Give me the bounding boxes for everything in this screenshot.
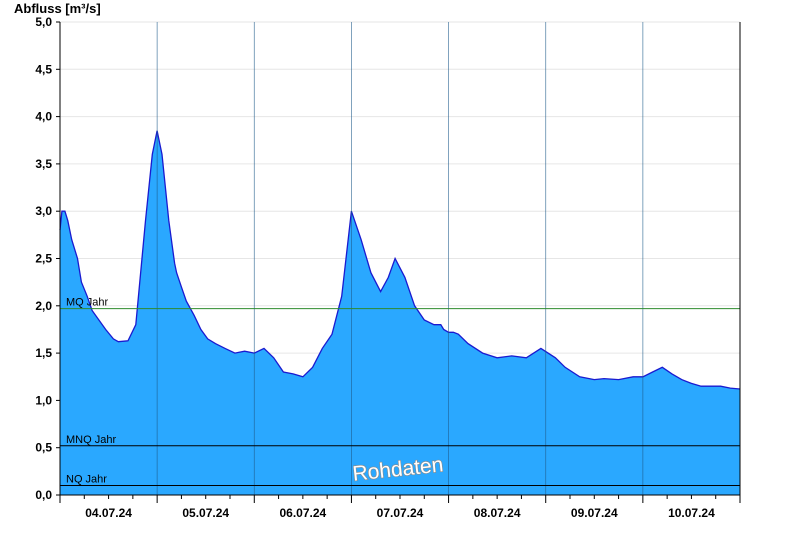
y-tick-label: 0,0 xyxy=(35,488,52,502)
discharge-area xyxy=(60,130,740,496)
x-tick-label: 09.07.24 xyxy=(571,506,618,520)
y-tick-label: 3,5 xyxy=(35,157,52,171)
reference-lines: MQ Jahr MNQ Jahr NQ Jahr xyxy=(60,297,740,487)
y-tick-label: 0,5 xyxy=(35,441,52,455)
y-tick-label: 2,0 xyxy=(35,299,52,313)
y-tick-labels: 0,0 0,5 1,0 1,5 2,0 2,5 3,0 3,5 4,0 4,5 5,0 xyxy=(35,15,52,502)
reference-line-label: NQ Jahr xyxy=(66,474,107,486)
y-tick-label: 3,0 xyxy=(35,204,52,218)
data-area xyxy=(59,130,741,496)
reference-line-label: MNQ Jahr xyxy=(66,434,116,446)
x-tick-label: 10.07.24 xyxy=(668,506,715,520)
x-tick-label: 06.07.24 xyxy=(279,506,326,520)
axes xyxy=(56,21,741,503)
x-tick-label: 04.07.24 xyxy=(85,506,132,520)
x-tick-label: 05.07.24 xyxy=(182,506,229,520)
y-tick-label: 5,0 xyxy=(35,15,52,29)
y-tick-label: 2,5 xyxy=(35,252,52,266)
y-tick-label: 4,0 xyxy=(35,110,52,124)
x-tick-label: 08.07.24 xyxy=(474,506,521,520)
y-tick-label: 1,5 xyxy=(35,346,52,360)
discharge-line xyxy=(59,130,741,390)
y-axis-label: Abfluss [m³/s] xyxy=(14,1,101,16)
day-separator-lines xyxy=(156,22,644,495)
x-tick-labels: 04.07.24 05.07.24 06.07.24 07.07.24 08.07.24… xyxy=(85,506,715,520)
y-tick-label: 4,5 xyxy=(35,62,52,76)
y-tick-label: 1,0 xyxy=(35,393,52,407)
reference-line-label: MQ Jahr xyxy=(66,297,109,309)
x-tick-label: 07.07.24 xyxy=(377,506,424,520)
